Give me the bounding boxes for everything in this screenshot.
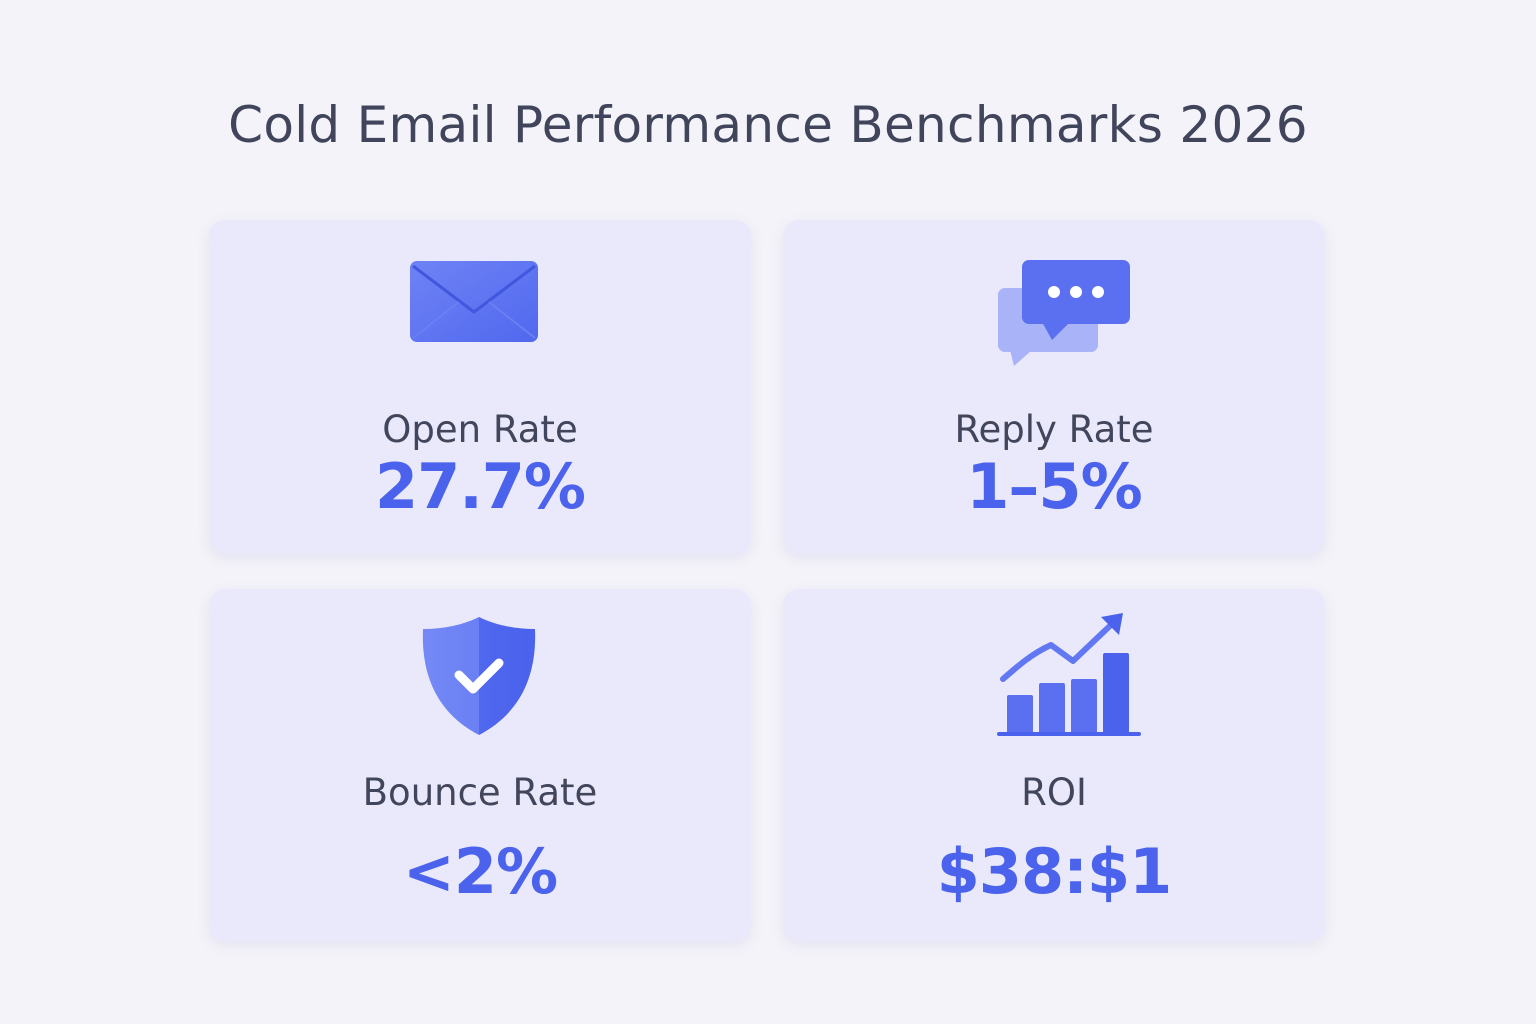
reply-rate-card: Reply Rate 1–5%: [783, 220, 1325, 554]
card-label: ROI: [1021, 771, 1087, 814]
page-title: Cold Email Performance Benchmarks 2026: [228, 96, 1308, 154]
card-label: Open Rate: [382, 408, 578, 451]
card-value: $38:$1: [936, 835, 1173, 908]
card-value: 27.7%: [374, 450, 586, 523]
bounce-rate-card: Bounce Rate <2%: [209, 589, 751, 941]
card-label: Reply Rate: [954, 408, 1154, 451]
open-rate-card: Open Rate 27.7%: [209, 220, 751, 554]
card-label: Bounce Rate: [362, 771, 598, 814]
shield-check-icon: [422, 617, 536, 735]
growth-chart-icon: [997, 613, 1141, 736]
envelope-icon: [410, 261, 538, 342]
card-value: 1–5%: [966, 450, 1142, 523]
roi-card: ROI $38:$1: [783, 589, 1325, 941]
chat-bubbles-icon: [998, 260, 1130, 366]
card-value: <2%: [402, 835, 558, 908]
